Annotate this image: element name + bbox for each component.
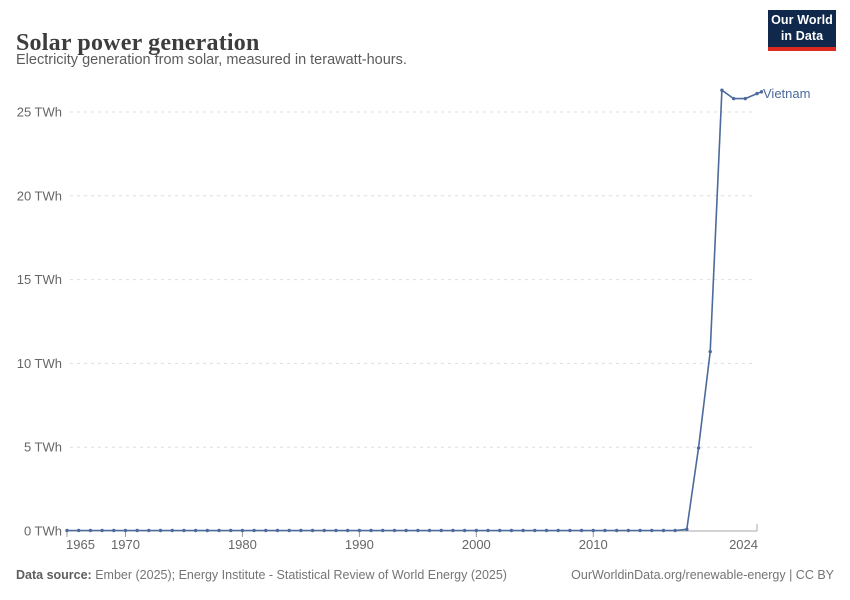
chart-title: Solar power generation	[16, 30, 260, 57]
data-point[interactable]	[65, 528, 69, 533]
data-point[interactable]	[287, 528, 291, 533]
data-point[interactable]	[544, 528, 549, 533]
data-point[interactable]	[275, 528, 280, 533]
data-point[interactable]	[147, 528, 151, 533]
y-axis-tick-label: 20 TWh	[17, 188, 62, 203]
x-axis-tick-label: 1965	[66, 537, 95, 552]
owid-url-license[interactable]: OurWorldinData.org/renewable-energy | CC…	[571, 568, 834, 582]
data-point[interactable]	[731, 96, 736, 101]
chart-footer: Data source: Ember (2025); Energy Instit…	[16, 568, 834, 582]
y-axis-tick-label: 10 TWh	[17, 356, 62, 371]
data-point[interactable]	[521, 528, 525, 533]
data-point[interactable]	[158, 528, 163, 533]
x-axis-tick-label: 1970	[111, 537, 140, 552]
y-axis-tick-label: 25 TWh	[17, 105, 62, 120]
data-point[interactable]	[451, 528, 455, 533]
data-point[interactable]	[252, 528, 256, 533]
data-point[interactable]	[462, 528, 467, 533]
x-axis-tick-label: 1990	[345, 537, 374, 552]
x-axis-tick-label: 2000	[462, 537, 491, 552]
data-point[interactable]	[182, 528, 186, 533]
y-axis-tick-label: 5 TWh	[24, 440, 62, 455]
data-point[interactable]	[416, 528, 420, 533]
y-axis-tick-label: 0 TWh	[24, 524, 62, 539]
series-label-connector-dot	[759, 90, 764, 94]
data-point[interactable]	[720, 88, 724, 92]
data-point[interactable]	[661, 528, 666, 533]
data-source-label: Data source:	[16, 568, 92, 582]
data-point[interactable]	[193, 528, 198, 533]
data-point[interactable]	[123, 528, 128, 533]
data-point[interactable]	[112, 528, 116, 533]
data-point[interactable]	[229, 528, 233, 533]
data-point[interactable]	[240, 528, 245, 533]
data-point[interactable]	[345, 528, 350, 533]
data-point[interactable]	[299, 528, 303, 533]
data-point[interactable]	[100, 528, 104, 533]
data-point[interactable]	[88, 528, 93, 533]
data-point[interactable]	[498, 528, 502, 533]
series-label-vietnam[interactable]: Vietnam	[763, 85, 811, 101]
data-point[interactable]	[404, 528, 408, 533]
data-point[interactable]	[439, 528, 443, 533]
data-source-text: Ember (2025); Energy Institute - Statist…	[91, 568, 507, 582]
data-point[interactable]	[696, 446, 701, 450]
data-point[interactable]	[205, 528, 210, 533]
data-point[interactable]	[369, 528, 373, 533]
owid-logo-line1: Our World	[771, 13, 833, 28]
data-point[interactable]	[217, 528, 221, 533]
data-point[interactable]	[743, 96, 748, 101]
data-point[interactable]	[673, 528, 677, 533]
data-point[interactable]	[76, 528, 81, 533]
data-point[interactable]	[568, 528, 572, 533]
data-point[interactable]	[427, 528, 432, 533]
data-point[interactable]	[708, 349, 712, 354]
data-point[interactable]	[310, 528, 315, 533]
data-point[interactable]	[614, 528, 619, 533]
data-point[interactable]	[533, 528, 537, 533]
data-point[interactable]	[474, 528, 479, 533]
data-point[interactable]	[381, 528, 385, 533]
data-point[interactable]	[509, 528, 514, 533]
data-point[interactable]	[392, 528, 397, 533]
data-point[interactable]	[322, 528, 326, 533]
owid-logo[interactable]: Our World in Data	[768, 10, 836, 51]
data-point[interactable]	[591, 528, 595, 533]
data-point[interactable]	[650, 528, 654, 533]
data-point[interactable]	[556, 528, 560, 533]
data-point[interactable]	[357, 528, 362, 533]
data-point[interactable]	[170, 528, 174, 533]
chart-subtitle: Electricity generation from solar, measu…	[16, 52, 407, 68]
data-point[interactable]	[486, 528, 490, 533]
x-axis-tick-label: 2010	[579, 537, 608, 552]
series-line-vietnam[interactable]	[67, 89, 758, 532]
data-point[interactable]	[135, 528, 139, 533]
data-point[interactable]	[685, 527, 689, 532]
data-point[interactable]	[603, 528, 607, 533]
owid-logo-line2: in Data	[780, 28, 824, 43]
x-axis-tick-label: 2024	[729, 537, 758, 552]
x-axis-tick-label: 1980	[228, 537, 257, 552]
data-point[interactable]	[264, 528, 268, 533]
data-point[interactable]	[638, 528, 642, 533]
y-axis-tick-label: 15 TWh	[17, 272, 62, 287]
data-point[interactable]	[626, 528, 631, 533]
data-point[interactable]	[579, 528, 584, 533]
data-source-note: Data source: Ember (2025); Energy Instit…	[16, 568, 507, 582]
data-point[interactable]	[334, 528, 338, 533]
